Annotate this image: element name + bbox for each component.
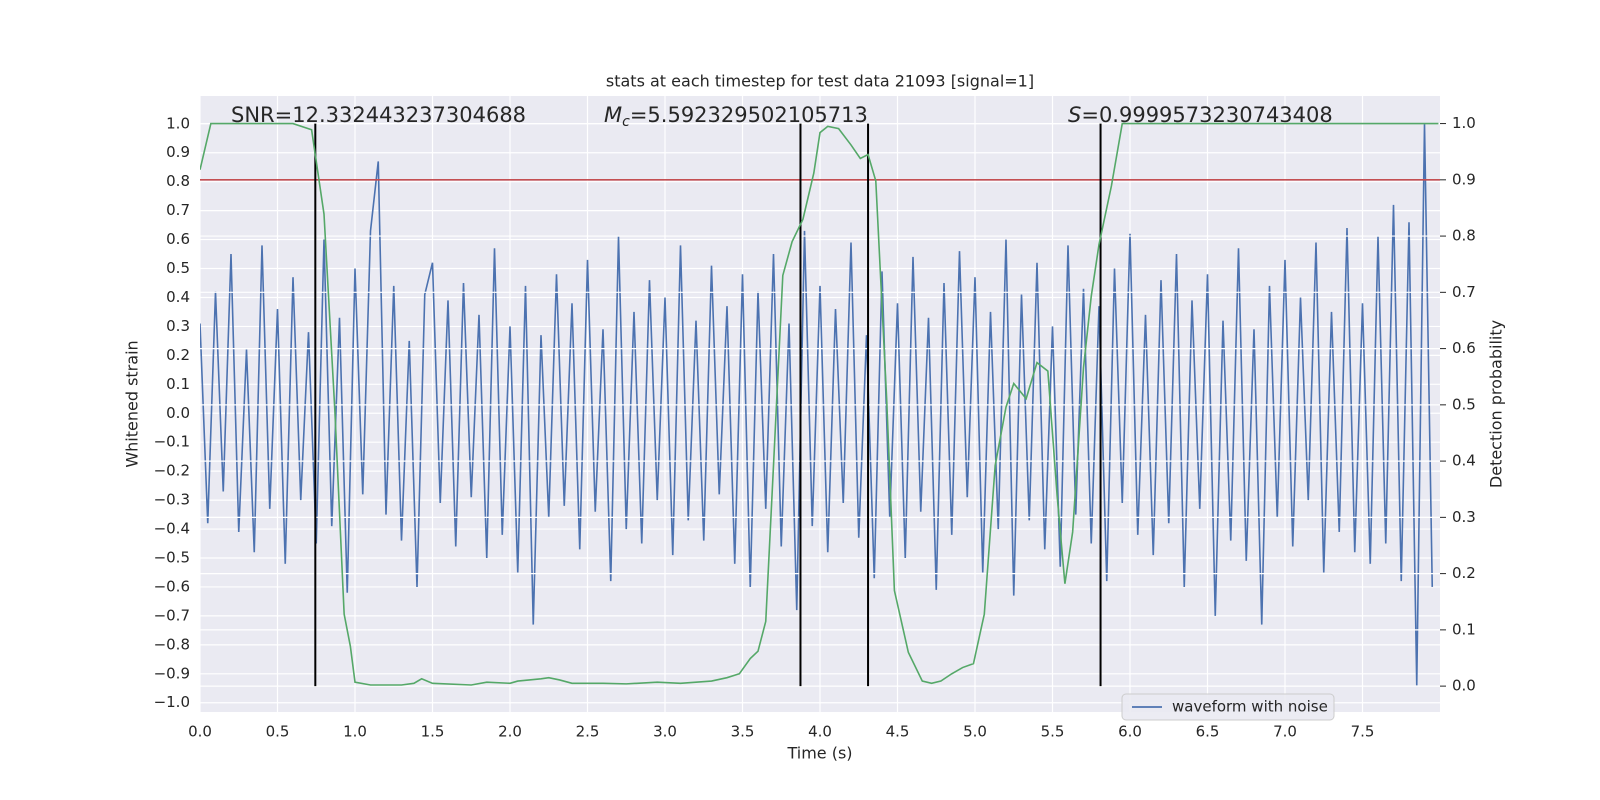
x-tick-label: 6.5 [1196, 723, 1220, 741]
x-tick-label: 6.0 [1118, 723, 1142, 741]
annotation: S=0.9999573230743408 [1068, 103, 1333, 127]
y-tick-label: −0.5 [154, 549, 190, 567]
x-tick-label: 4.5 [886, 723, 910, 741]
y-tick-label: 0.0 [166, 404, 190, 422]
y2-tick-label: 0.5 [1452, 395, 1476, 413]
x-tick-label: 7.5 [1351, 723, 1375, 741]
x-axis-label: Time (s) [786, 744, 852, 763]
y2-tick-label: 0.9 [1452, 170, 1476, 188]
legend-box [1121, 693, 1335, 721]
annotation: Mc=5.592329502105713 [604, 103, 868, 130]
series-line [200, 122, 1439, 686]
x-tick-label: 2.0 [498, 723, 522, 741]
y2-tick-label: 0.1 [1452, 620, 1476, 638]
y-tick-label: 0.9 [166, 143, 190, 161]
x-tick-label: 1.5 [421, 723, 445, 741]
y2-tick-label: 1.0 [1452, 114, 1476, 132]
series-line [200, 123, 1434, 686]
y2-tick-label: 0.2 [1452, 564, 1476, 582]
chart-title: stats at each timestep for test data 210… [606, 72, 1034, 91]
y-tick-label: −0.9 [154, 664, 190, 682]
y-tick-label: −0.6 [154, 577, 190, 595]
y2-tick-label: 0.0 [1452, 677, 1476, 695]
annotation-symbol: M [604, 103, 622, 127]
x-tick-label: 4.0 [808, 723, 832, 741]
y-tick-label: 0.5 [166, 259, 190, 277]
y-tick-label: 0.1 [166, 375, 190, 393]
y-tick-label: −0.4 [154, 520, 190, 538]
y2-axis-label: Detection probability [1487, 320, 1506, 488]
y-tick-label: −0.2 [154, 462, 190, 480]
y-tick-label: −0.8 [154, 635, 190, 653]
x-tick-label: 7.0 [1273, 723, 1297, 741]
y-tick-label: 0.8 [166, 172, 190, 190]
x-tick-label: 3.0 [653, 723, 677, 741]
annotation-text: =0.9999573230743408 [1081, 103, 1332, 127]
annotation-subscript: c [622, 114, 630, 130]
y2-tick-label: 0.4 [1452, 452, 1476, 470]
y2-tick-label: 0.7 [1452, 283, 1476, 301]
y-tick-label: −0.7 [154, 606, 190, 624]
y-tick-label: 0.7 [166, 201, 190, 219]
x-tick-label: 2.5 [576, 723, 600, 741]
x-tick-label: 0.0 [188, 723, 212, 741]
y2-tick-label: 0.6 [1452, 339, 1476, 357]
y-tick-label: 0.3 [166, 317, 190, 335]
x-tick-label: 0.5 [266, 723, 290, 741]
y-tick-label: 0.6 [166, 230, 190, 248]
y-tick-label: −0.1 [154, 433, 190, 451]
annotation-text: =5.592329502105713 [630, 103, 868, 127]
y2-tick-label: 0.8 [1452, 227, 1476, 245]
annotation: SNR=12.332443237304688 [231, 103, 526, 127]
legend-label: waveform with noise [1172, 698, 1328, 716]
x-tick-label: 1.0 [343, 723, 367, 741]
y-tick-label: 0.2 [166, 346, 190, 364]
x-tick-label: 5.5 [1041, 723, 1065, 741]
y-axis-label: Whitened strain [123, 340, 142, 467]
x-tick-label: 5.0 [963, 723, 987, 741]
y-tick-label: 1.0 [166, 114, 190, 132]
annotation-symbol: S [1068, 103, 1081, 127]
annotation-text: SNR=12.332443237304688 [231, 103, 526, 127]
y-tick-label: 0.4 [166, 288, 190, 306]
y-tick-label: −0.3 [154, 491, 190, 509]
y2-tick-label: 0.3 [1452, 508, 1476, 526]
x-tick-label: 3.5 [731, 723, 755, 741]
y-tick-label: −1.0 [154, 693, 190, 711]
